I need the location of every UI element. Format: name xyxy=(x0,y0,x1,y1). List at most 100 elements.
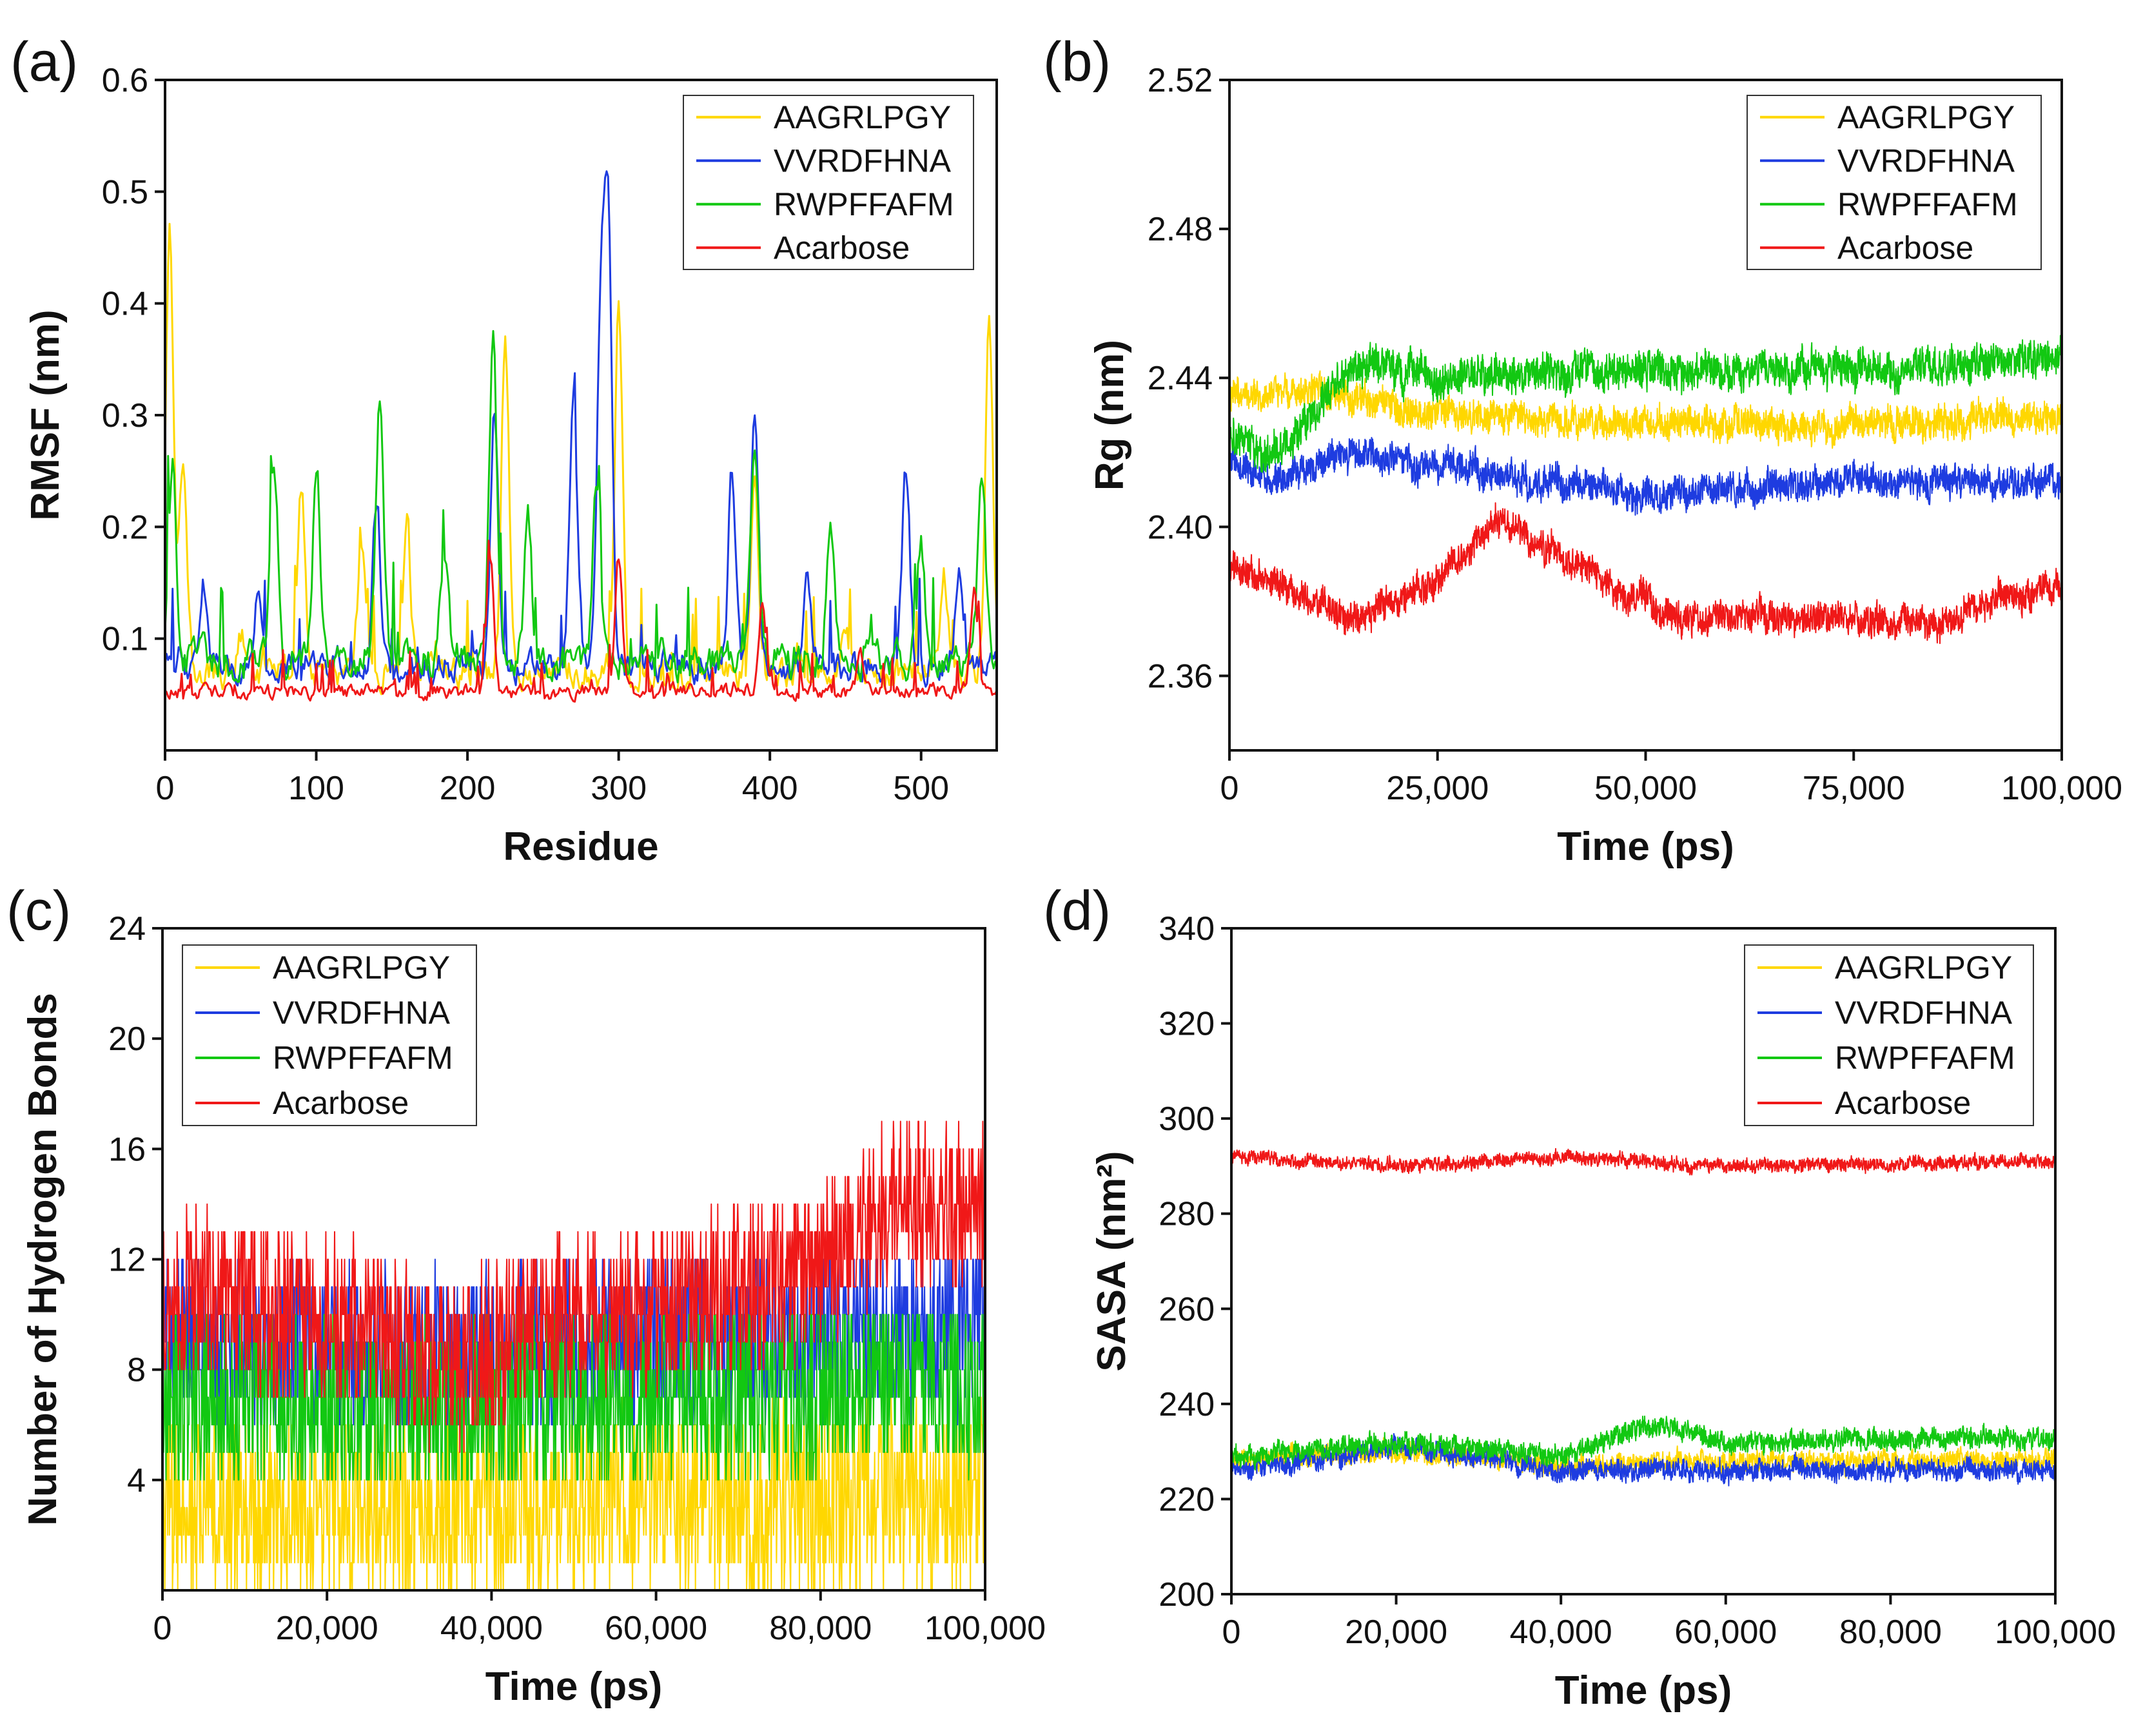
legend: AAGRLPGY VVRDFHNA RWPFFAFM Acarbose xyxy=(1747,95,2042,270)
x-tick-label: 80,000 xyxy=(1839,1614,1942,1651)
series-line-acarbose xyxy=(165,540,997,703)
y-tick-label: 16 xyxy=(108,1131,146,1168)
legend-entry: Acarbose xyxy=(1835,1085,1971,1121)
y-tick-label: 240 xyxy=(1159,1386,1215,1423)
y-tick-label: 260 xyxy=(1159,1291,1215,1328)
legend-entry: VVRDFHNA xyxy=(774,142,952,179)
legend-entry: VVRDFHNA xyxy=(1835,995,2013,1031)
x-tick-label: 0 xyxy=(1220,770,1239,807)
series-line-rwpffafm xyxy=(1231,1415,2055,1471)
series-line-acarbose xyxy=(1229,502,2062,645)
legend-entry: RWPFFAFM xyxy=(273,1040,453,1076)
y-tick-label: 0.4 xyxy=(102,286,148,323)
x-tick-label: 100 xyxy=(288,770,344,807)
y-axis-title: SASA (nm²) xyxy=(1090,1151,1134,1371)
panel-label: (a) xyxy=(10,31,78,93)
x-tick-label: 25,000 xyxy=(1386,770,1489,807)
y-tick-label: 280 xyxy=(1159,1196,1215,1233)
legend-entry: AAGRLPGY xyxy=(1835,950,2012,986)
series-group xyxy=(1229,335,2062,645)
x-tick-label: 100,000 xyxy=(925,1610,1046,1647)
x-tick-label: 50,000 xyxy=(1594,770,1697,807)
panel-d: 0 20,000 40,000 60,000 80,000 100,000 200 220 24… xyxy=(1043,880,2116,1713)
x-tick-label: 400 xyxy=(742,770,798,807)
x-tick-label: 0 xyxy=(156,770,175,807)
panel-b: 0 25,000 50,000 75,000 100,000 2.36 2.40 2.44 2.… xyxy=(1043,31,2122,869)
y-tick-label: 0.1 xyxy=(102,621,148,658)
x-tick-label: 40,000 xyxy=(1510,1614,1612,1651)
legend-entry: RWPFFAFM xyxy=(774,186,954,222)
legend: AAGRLPGY VVRDFHNA RWPFFAFM Acarbose xyxy=(1744,944,2034,1126)
legend-entry: Acarbose xyxy=(273,1085,409,1121)
y-tick-label: 340 xyxy=(1159,910,1215,948)
x-axis-title: Residue xyxy=(503,824,658,869)
series-line-vvrdfhna xyxy=(1229,436,2062,516)
y-tick-label: 320 xyxy=(1159,1006,1215,1043)
legend: AAGRLPGY VVRDFHNA RWPFFAFM Acarbose xyxy=(182,944,477,1126)
x-tick-label: 75,000 xyxy=(1803,770,1905,807)
series-line-rwpffafm xyxy=(1229,335,2062,473)
x-tick-label: 20,000 xyxy=(276,1610,378,1647)
y-tick-label: 0.5 xyxy=(102,173,148,211)
x-tick-label: 60,000 xyxy=(1674,1614,1777,1651)
y-axis-title: Number of Hydrogen Bonds xyxy=(21,993,65,1526)
series-group xyxy=(162,1120,985,1590)
series-line-aagrlpgy xyxy=(1229,370,2062,449)
panel-label: (b) xyxy=(1043,31,1111,93)
x-tick-label: 100,000 xyxy=(1995,1614,2116,1651)
y-tick-label: 300 xyxy=(1159,1100,1215,1138)
y-tick-label: 2.52 xyxy=(1148,62,1213,99)
legend-entry: RWPFFAFM xyxy=(1835,1040,2015,1076)
y-tick-label: 0.2 xyxy=(102,509,148,546)
y-tick-label: 24 xyxy=(108,910,146,948)
legend-entry: RWPFFAFM xyxy=(1837,186,2018,222)
panel-c: 0 20,000 40,000 60,000 80,000 100,000 4 8 12 16 20… xyxy=(6,880,1046,1709)
panel-label: (c) xyxy=(6,880,71,942)
y-axis-title: Rg (nm) xyxy=(1088,340,1132,491)
y-tick-label: 200 xyxy=(1159,1576,1215,1614)
y-tick-label: 4 xyxy=(127,1462,146,1499)
x-tick-label: 40,000 xyxy=(440,1610,543,1647)
x-axis-title: Time (ps) xyxy=(1555,1668,1732,1713)
x-tick-label: 0 xyxy=(153,1610,172,1647)
series-line-rwpffafm xyxy=(162,1314,985,1481)
x-tick-label: 200 xyxy=(440,770,496,807)
x-tick-label: 0 xyxy=(1222,1614,1241,1651)
x-tick-label: 500 xyxy=(893,770,949,807)
y-tick-label: 220 xyxy=(1159,1481,1215,1518)
series-line-rwpffafm xyxy=(165,330,997,684)
series-line-aagrlpgy xyxy=(162,1396,985,1590)
legend-entry: AAGRLPGY xyxy=(774,99,951,135)
y-tick-label: 12 xyxy=(108,1242,146,1279)
series-group xyxy=(1231,1147,2055,1487)
series-group xyxy=(165,170,997,703)
x-axis-title: Time (ps) xyxy=(485,1664,662,1709)
legend-entry: AAGRLPGY xyxy=(1837,99,2015,135)
panel-a: 0 100 200 300 400 500 0.1 0.2 0.3 0.4 0.5 0.6 Residu… xyxy=(10,31,998,869)
y-axis-title: RMSF (nm) xyxy=(23,309,68,520)
x-tick-label: 100,000 xyxy=(2001,770,2122,807)
y-tick-label: 0.3 xyxy=(102,397,148,434)
x-axis-title: Time (ps) xyxy=(1557,824,1734,869)
y-tick-label: 20 xyxy=(108,1020,146,1058)
y-tick-label: 2.40 xyxy=(1148,509,1213,546)
series-line-acarbose xyxy=(1231,1147,2055,1176)
legend-entry: Acarbose xyxy=(774,229,910,266)
legend: AAGRLPGY VVRDFHNA RWPFFAFM Acarbose xyxy=(683,95,974,270)
y-tick-label: 2.36 xyxy=(1148,658,1213,695)
panel-label: (d) xyxy=(1043,880,1111,942)
series-line-acarbose xyxy=(162,1120,985,1453)
x-tick-label: 60,000 xyxy=(605,1610,707,1647)
legend-entry: VVRDFHNA xyxy=(1837,142,2015,179)
y-tick-label: 8 xyxy=(127,1352,146,1389)
x-tick-label: 20,000 xyxy=(1345,1614,1447,1651)
plot-frame xyxy=(1230,927,2057,1595)
y-tick-label: 2.48 xyxy=(1148,211,1213,248)
x-tick-label: 80,000 xyxy=(769,1610,872,1647)
legend-entry: AAGRLPGY xyxy=(273,950,450,986)
legend-entry: VVRDFHNA xyxy=(273,995,451,1031)
series-line-vvrdfhna xyxy=(1231,1433,2055,1487)
y-tick-label: 0.6 xyxy=(102,62,148,99)
